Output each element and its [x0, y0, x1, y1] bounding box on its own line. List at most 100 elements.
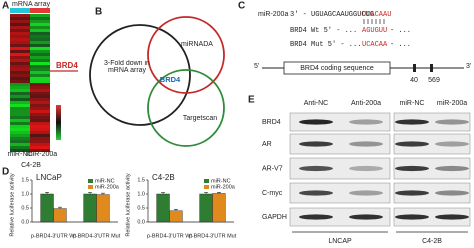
venn-set: miRNADA — [181, 41, 213, 48]
heat-cell — [10, 89, 30, 92]
heat-cell — [10, 65, 30, 68]
panel-label: A — [2, 1, 9, 12]
heat-cell — [30, 71, 50, 74]
header-bar — [10, 8, 30, 13]
bar — [169, 210, 183, 223]
error-bar — [100, 192, 105, 195]
bar — [83, 193, 97, 223]
chart-title: LNCaP — [36, 173, 62, 182]
legend-label: miR-NC — [211, 178, 231, 184]
heat-cell — [10, 125, 30, 128]
group-label: C4-2B — [422, 238, 442, 245]
heat-cell — [30, 26, 50, 29]
blot-frame — [393, 207, 471, 227]
blot-frame — [289, 207, 391, 227]
error-bar — [45, 192, 50, 194]
blot-band — [395, 165, 429, 172]
heat-cell — [10, 71, 30, 74]
heat-cell — [10, 113, 30, 116]
row-label: AR-V7 — [262, 165, 283, 172]
heat-cell — [10, 56, 30, 59]
heat-cell — [30, 119, 50, 122]
panel-label: E — [248, 95, 255, 106]
panel-label: C — [238, 1, 245, 12]
y-tick-label: 1.0 — [137, 191, 145, 197]
venn-set-text: 3-Fold down in mRNA array — [104, 60, 150, 74]
y-axis-label: Relative luciferase activity — [9, 173, 15, 237]
heat-cell — [30, 77, 50, 80]
blot-band — [395, 119, 429, 125]
heat-cell — [10, 134, 30, 137]
blot-band — [349, 190, 383, 196]
site-position: 569 — [428, 77, 440, 84]
blot-band — [395, 190, 429, 196]
heat-cell — [10, 80, 30, 83]
lane-label: Anti-200a — [351, 100, 381, 107]
venn-circle — [89, 24, 191, 126]
row-label: BRD4 — [262, 119, 281, 126]
blot-band — [299, 119, 333, 125]
heat-cell — [10, 47, 30, 50]
row-label: AR — [262, 141, 272, 148]
heat-cell — [10, 122, 30, 125]
mut-tail: - ... — [390, 41, 411, 49]
heat-cell — [10, 146, 30, 149]
western-blot: Anti-NC Anti-200a miR-NC miR-200a BRD4 AR AR-V… — [262, 100, 471, 245]
lane-label: miR-200a — [437, 100, 467, 107]
heat-cell — [30, 38, 50, 41]
lane-label: Anti-NC — [304, 100, 329, 107]
blot-frame — [393, 182, 471, 204]
blot-band — [395, 214, 429, 220]
heatmap — [10, 8, 50, 152]
heat-cell — [30, 44, 50, 47]
heat-cell — [10, 140, 30, 143]
blot-band — [435, 214, 469, 220]
heat-cell — [30, 53, 50, 56]
blot-band — [299, 141, 333, 147]
venn-circle — [147, 16, 225, 94]
heat-cell — [10, 110, 30, 113]
heat-cell — [30, 62, 50, 65]
y-tick-label: 1.5 — [21, 177, 29, 183]
bar — [53, 208, 67, 223]
heat-cell — [30, 104, 50, 107]
heat-cell — [10, 32, 30, 35]
mut-seq: BRD4 Mut 5' - ... — [290, 41, 361, 49]
blot-band — [299, 190, 333, 196]
heat-cell — [10, 44, 30, 47]
y-axis-label: Relative luciferase activity — [125, 173, 131, 237]
heat-cell — [30, 83, 50, 86]
heat-cell — [10, 23, 30, 26]
venn-center: BRD4 — [160, 75, 181, 84]
legend-label: miR-200a — [95, 184, 120, 190]
site-marker — [413, 64, 416, 72]
y-tick-label: 0.0 — [21, 219, 29, 225]
error-bar — [57, 206, 62, 209]
heat-cell — [10, 116, 30, 119]
heat-cell — [30, 32, 50, 35]
y-tick-label: 1.5 — [137, 177, 145, 183]
color-scale — [56, 105, 61, 140]
cds-box — [283, 61, 391, 75]
heat-cell — [30, 92, 50, 95]
blot-frame — [289, 182, 391, 204]
blot-band — [435, 119, 469, 125]
heat-cell — [10, 137, 30, 140]
heat-cell — [10, 149, 30, 152]
heat-cell — [30, 107, 50, 110]
heat-cell — [10, 101, 30, 104]
wt-seq: BRD4 Wt 5' - ... — [290, 27, 357, 35]
heat-cell — [10, 83, 30, 86]
heat-cell — [30, 128, 50, 131]
blot-band — [395, 141, 429, 147]
wt-seed: AGUGUU — [362, 27, 387, 35]
heat-cell — [30, 122, 50, 125]
heat-cell — [10, 17, 30, 20]
heat-cell — [10, 143, 30, 146]
heat-cell — [30, 74, 50, 77]
heat-cell — [10, 77, 30, 80]
heat-cell — [30, 50, 50, 53]
site-marker — [430, 64, 433, 72]
heat-cell — [10, 29, 30, 32]
